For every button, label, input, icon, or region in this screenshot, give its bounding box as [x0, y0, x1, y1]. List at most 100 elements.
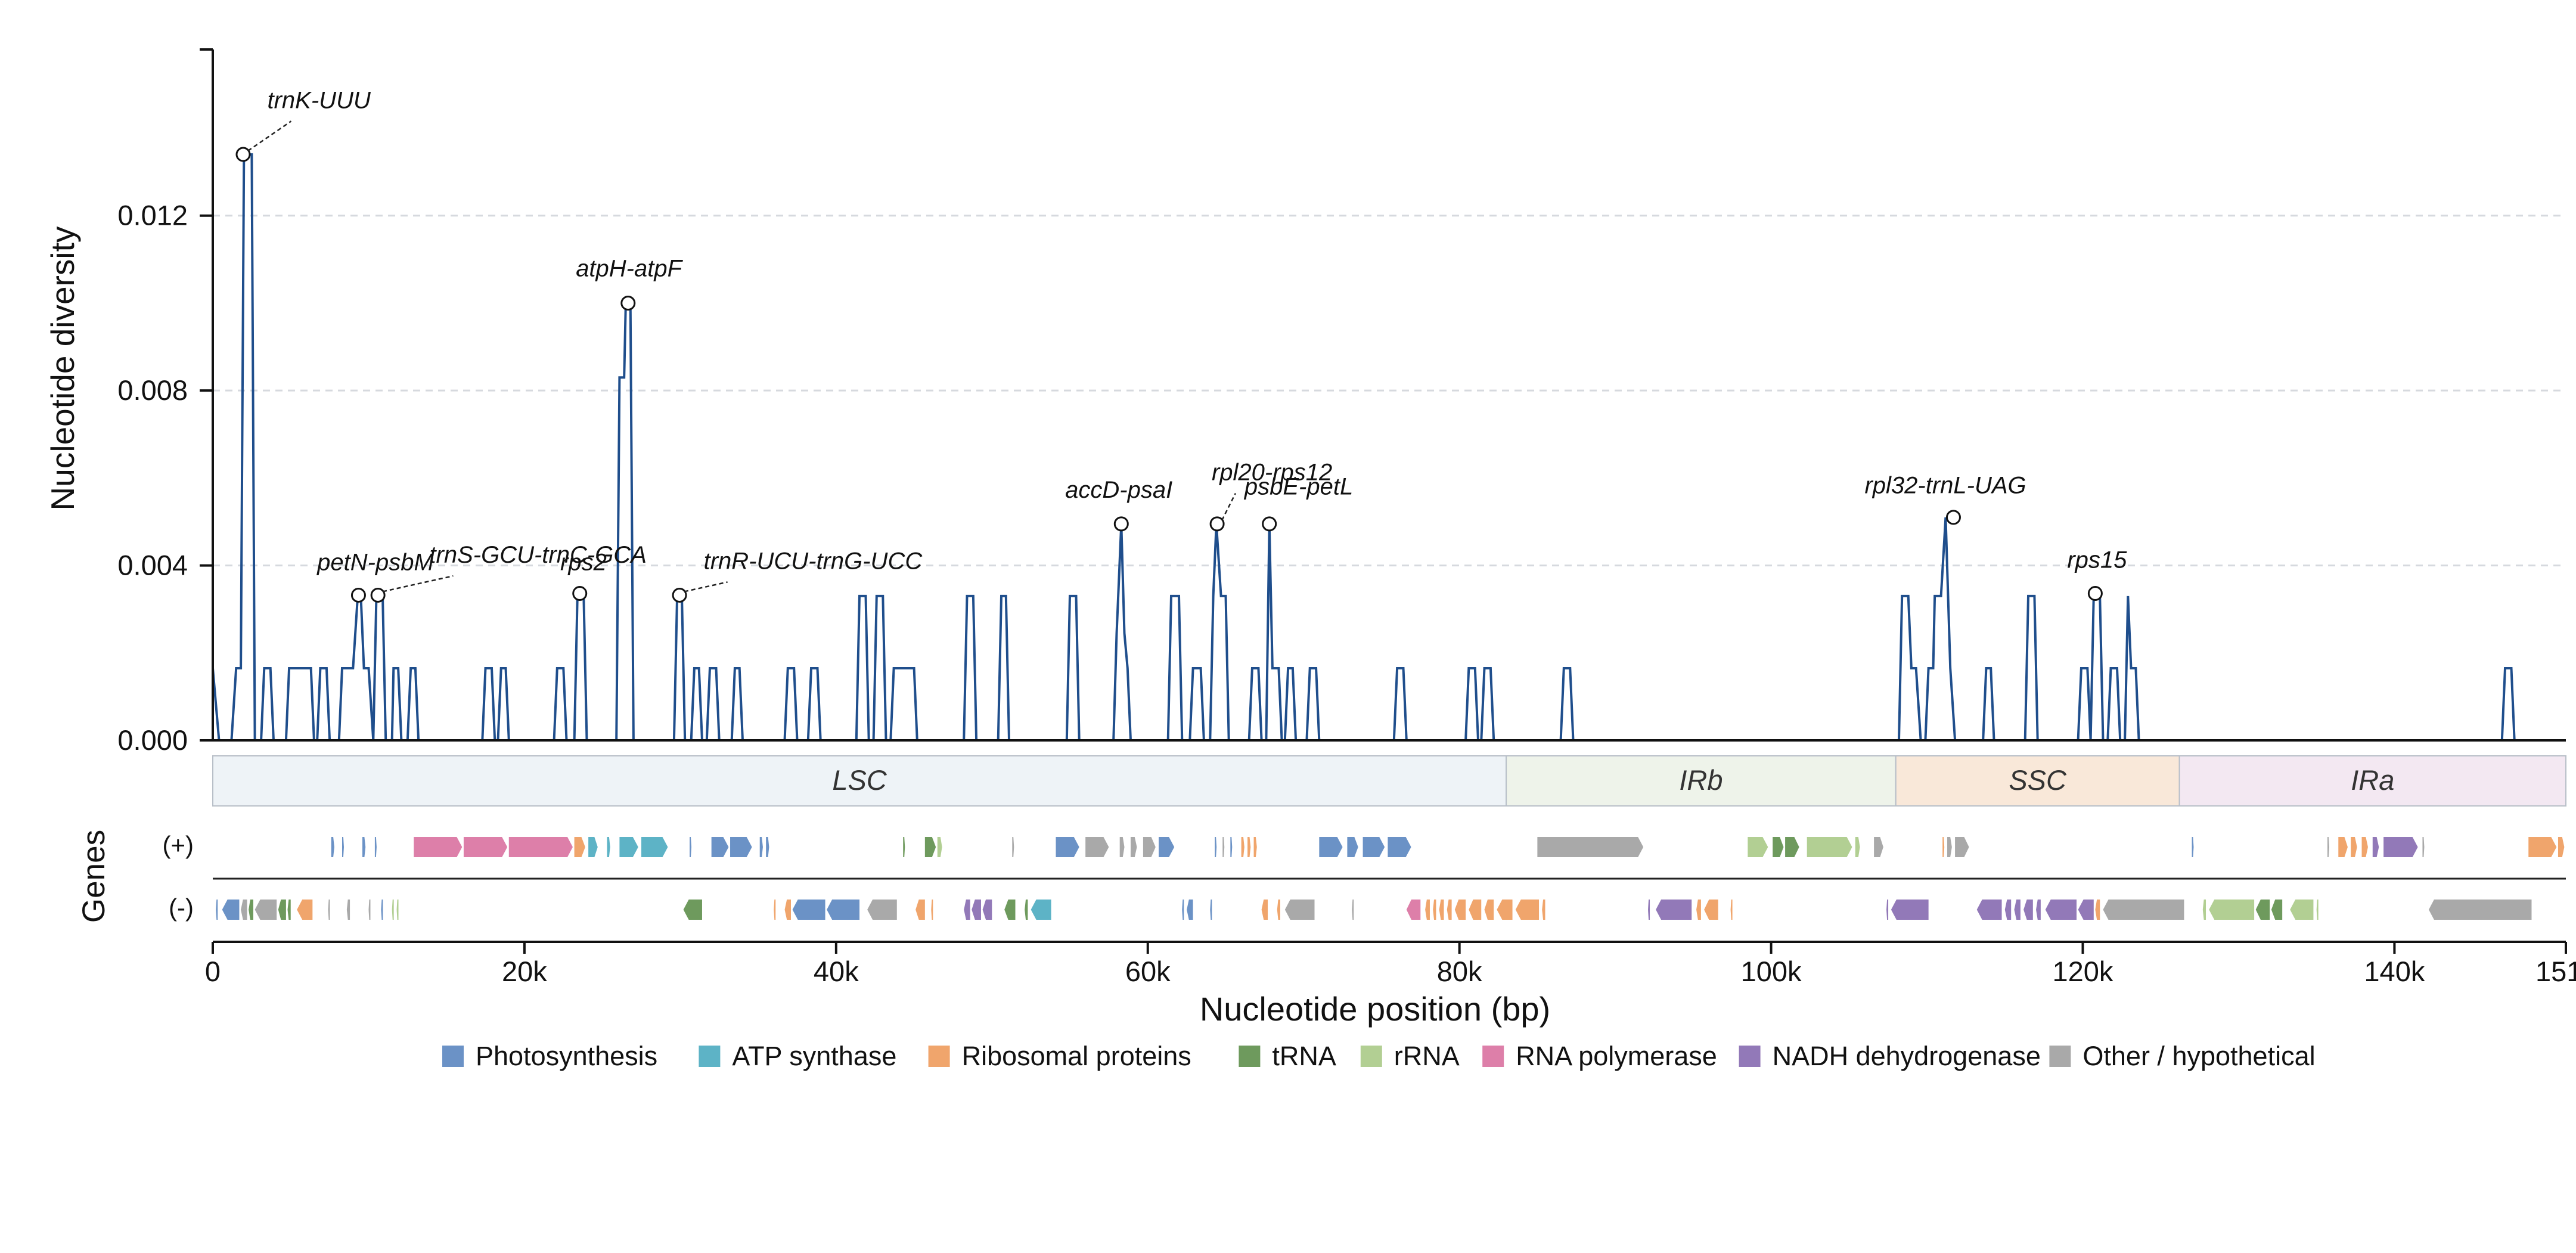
peak-marker [350, 587, 366, 603]
gene-block [2036, 900, 2041, 920]
gene-block [924, 837, 936, 857]
y-gridlines [213, 215, 2566, 567]
region-label: IRa [2351, 764, 2394, 796]
peak-label: psbE-petL [1244, 474, 1353, 500]
peak-marker [1945, 510, 1961, 525]
peak-label: rps2 [560, 550, 607, 576]
peak-label: rpl32-trnL-UAG [1864, 473, 2026, 499]
plus-strand-genes [331, 837, 2565, 857]
gene-block [937, 837, 942, 857]
genes-axis-label: Genes [76, 830, 111, 923]
gene-block [915, 900, 925, 920]
gene-block [1143, 837, 1156, 857]
gene-block [241, 900, 247, 920]
gene-block [1352, 900, 1354, 920]
peak-label: trnS-GCU-trnC-GCA [429, 542, 646, 568]
gene-block [1454, 900, 1466, 920]
gene-block [574, 837, 585, 857]
gene-block [1807, 837, 1852, 857]
gene-block [381, 900, 383, 920]
legend-label: NADH dehydrogenase [1773, 1041, 2041, 1071]
legend-swatch [928, 1046, 950, 1067]
gene-block [331, 837, 334, 857]
gene-block [2045, 900, 2077, 920]
gene-block [1187, 900, 1193, 920]
gene-block [1406, 900, 1421, 920]
gene-block [1241, 837, 1244, 857]
gene-block [1730, 900, 1733, 920]
gene-block [2351, 837, 2357, 857]
x-tick-label: 100k [1741, 956, 1802, 987]
gene-block [2316, 900, 2319, 920]
gene-block [1025, 900, 1028, 920]
legend-swatch [2049, 1046, 2071, 1067]
gene-block [2361, 837, 2368, 857]
genome-region-bands: LSC IRb SSC IRa [212, 755, 2566, 807]
gene-block [287, 900, 291, 920]
gene-block [2103, 900, 2184, 920]
gene-block [903, 837, 905, 857]
gene-block [1277, 900, 1280, 920]
gene-block [2338, 837, 2348, 857]
gene-block [392, 900, 394, 920]
gene-block [1261, 900, 1268, 920]
region-label: SSC [2009, 764, 2067, 796]
gene-block [1347, 837, 1358, 857]
axes: 0.000 0.004 0.008 0.012 0 20k 40k 60k 80k 100k 120… [117, 48, 2576, 987]
peak-label: trnR-UCU-trnG-UCC [704, 548, 923, 574]
legend-swatch [1360, 1046, 1382, 1067]
legend-swatch [1739, 1046, 1761, 1067]
x-axis-label: Nucleotide position (bp) [1200, 990, 1550, 1028]
gene-block [1012, 837, 1014, 857]
legend-label: tRNA [1272, 1041, 1336, 1071]
gene-block [1253, 837, 1257, 857]
gene-block [1855, 837, 1860, 857]
gene-block [1891, 900, 1929, 920]
gene-block [2192, 837, 2194, 857]
gene-block [619, 837, 638, 857]
gene-block [1515, 900, 1539, 920]
gene-block [2004, 900, 2012, 920]
gene-block [588, 837, 598, 857]
peak-leader [247, 120, 292, 152]
gene-block [2290, 900, 2314, 920]
gene-block [1447, 900, 1452, 920]
gene-block [1484, 900, 1494, 920]
gene-block [396, 900, 399, 920]
gene-block [2078, 900, 2094, 920]
x-tick-label: 0 [205, 956, 221, 987]
gene-block [1785, 837, 1799, 857]
gene-block [2255, 900, 2270, 920]
gene-block [1886, 900, 1889, 920]
gene-block [1319, 837, 1343, 857]
gene-block [1648, 900, 1650, 920]
gene-block [1056, 837, 1079, 857]
gene-block [1085, 837, 1109, 857]
gene-block [2271, 900, 2283, 920]
legend-label: Photosynthesis [476, 1041, 657, 1071]
gene-block [1247, 837, 1251, 857]
gene-block [1656, 900, 1692, 920]
gene-block [1425, 900, 1430, 920]
peak-marker [572, 586, 588, 601]
gene-block [774, 900, 776, 920]
gene-block [931, 900, 933, 920]
peak-label: trnK-UUU [268, 87, 371, 113]
minus-strand-label: (-) [169, 894, 194, 922]
region-label: LSC [832, 764, 887, 796]
peak-label: petN-psbM [316, 550, 434, 576]
gene-block [784, 900, 792, 920]
gene-block [1159, 837, 1175, 857]
legend-swatch [442, 1046, 464, 1067]
gene-block [1130, 837, 1137, 857]
y-tick-label: 0.000 [117, 724, 188, 756]
gene-block [683, 900, 702, 920]
gene-block [255, 900, 277, 920]
region-band-ssc [1895, 755, 2180, 807]
gene-block [2372, 837, 2379, 857]
gene-block [1031, 900, 1051, 920]
peak-leader [684, 581, 728, 593]
gene-block [222, 900, 240, 920]
